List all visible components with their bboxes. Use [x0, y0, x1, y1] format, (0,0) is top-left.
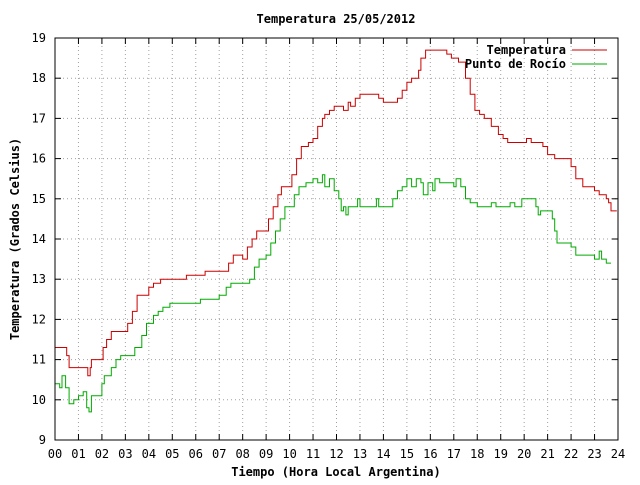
x-tick-label: 03 [118, 447, 132, 461]
y-tick-label: 13 [32, 272, 46, 286]
x-tick-label: 22 [564, 447, 578, 461]
y-tick-label: 19 [32, 31, 46, 45]
x-tick-label: 18 [470, 447, 484, 461]
legend-label: Punto de Rocío [465, 57, 566, 71]
x-tick-label: 23 [587, 447, 601, 461]
plot-frame [54, 37, 619, 441]
y-tick-label: 17 [32, 111, 46, 125]
y-axis-label: Temperatura (Grados Celsius) [8, 138, 22, 340]
x-tick-label: 11 [306, 447, 320, 461]
y-tick-label: 11 [32, 353, 46, 367]
x-tick-label: 06 [189, 447, 203, 461]
y-tick-label: 10 [32, 393, 46, 407]
x-tick-label: 17 [447, 447, 461, 461]
x-tick-label: 01 [71, 447, 85, 461]
grid [55, 38, 618, 440]
x-tick-label: 02 [95, 447, 109, 461]
y-tick-label: 9 [39, 433, 46, 447]
x-tick-label: 15 [400, 447, 414, 461]
x-tick-label: 09 [259, 447, 273, 461]
series-layer [55, 49, 617, 413]
x-axis-label: Tiempo (Hora Local Argentina) [231, 465, 441, 479]
x-tick-label: 20 [517, 447, 531, 461]
x-tick-label: 24 [611, 447, 625, 461]
y-tick-label: 14 [32, 232, 46, 246]
x-tick-label: 21 [540, 447, 554, 461]
y-tick-label: 15 [32, 192, 46, 206]
y-tick-label: 16 [32, 152, 46, 166]
x-tick-label: 00 [48, 447, 62, 461]
x-tick-label: 16 [423, 447, 437, 461]
y-tick-label: 12 [32, 312, 46, 326]
x-tick-label: 08 [235, 447, 249, 461]
axis-ticks: 9 10 11 12 13 14 15 16 17 18 19 00 01 02 03 04 05 06 07 08 0… [32, 31, 626, 461]
x-tick-label: 10 [282, 447, 296, 461]
x-tick-label: 04 [142, 447, 156, 461]
chart-title: Temperatura 25/05/2012 [257, 12, 416, 26]
legend-label: Temperatura [487, 43, 566, 57]
x-tick-label: 07 [212, 447, 226, 461]
x-tick-label: 19 [493, 447, 507, 461]
x-tick-label: 14 [376, 447, 390, 461]
y-tick-label: 18 [32, 71, 46, 85]
series-line-punto-de-rocio [55, 174, 611, 413]
series-line-temperatura [55, 49, 617, 377]
x-tick-label: 05 [165, 447, 179, 461]
x-tick-label: 12 [329, 447, 343, 461]
x-tick-label: 13 [353, 447, 367, 461]
